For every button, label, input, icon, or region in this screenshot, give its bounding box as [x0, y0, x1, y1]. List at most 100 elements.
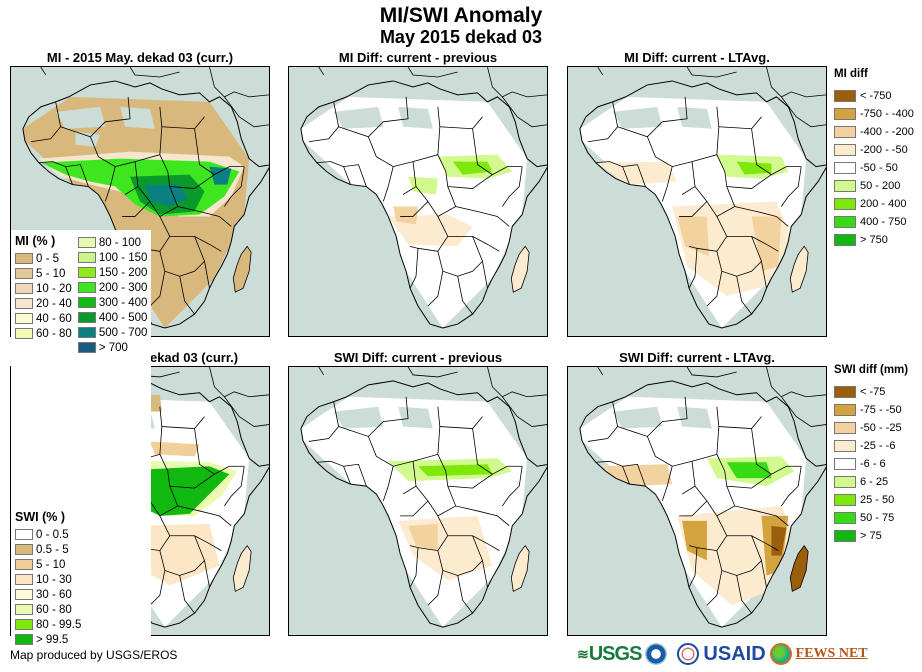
legend-label: 50 - 200 [860, 180, 901, 192]
country-border [487, 67, 547, 98]
data-region [408, 523, 438, 551]
country-border [726, 186, 789, 227]
legend-label: 25 - 50 [860, 494, 895, 506]
legend-swatch [15, 529, 33, 540]
legend-item: -6 - 6 [834, 455, 908, 473]
map-panel-mi-current [10, 66, 270, 337]
country-border [502, 96, 547, 128]
country-border [338, 96, 409, 138]
legend-item: > 750 [834, 231, 914, 249]
legend-swatch [15, 268, 33, 279]
madagascar [789, 544, 809, 592]
country-border [169, 186, 232, 227]
country-border [409, 248, 419, 289]
coastline [579, 380, 826, 628]
data-region [595, 464, 673, 487]
legend-title: SWI diff (mm) [834, 364, 909, 376]
legend-swatch [15, 283, 33, 294]
legend-swatch [77, 252, 96, 263]
country-border [781, 96, 826, 128]
legend-label: 100 - 150 [98, 251, 148, 264]
legend-label: 10 - 30 [36, 573, 72, 586]
data-region [771, 525, 787, 556]
country-border [179, 575, 195, 614]
legend-item: < -750 [834, 87, 914, 105]
country-border [194, 535, 210, 588]
legend-swatch [834, 512, 856, 524]
country-border [617, 96, 688, 138]
country-border [316, 161, 351, 185]
country-border [597, 367, 604, 376]
legend-swatch [15, 298, 33, 309]
map-panel-mi-diff-prev [288, 66, 548, 337]
country-border [686, 367, 737, 378]
usgs-logo: ≋ USGS [577, 642, 642, 665]
legend-item: 30 - 60 [15, 587, 81, 602]
data-region [22, 96, 250, 329]
country-border [343, 164, 367, 187]
legend-swatch [15, 253, 33, 264]
country-border [382, 466, 394, 502]
country-border [415, 485, 456, 517]
country-border [427, 570, 444, 606]
madagascar [789, 245, 809, 293]
country-border [447, 186, 510, 227]
country-border [736, 575, 752, 614]
legend-item: 300 - 400 [77, 295, 147, 310]
noaa-logo [645, 643, 668, 665]
legend-swatch [834, 180, 856, 192]
legend-swatch [834, 234, 856, 246]
legend-swatch [15, 619, 33, 630]
legend-swatch [77, 282, 96, 293]
legend-item: 6 - 25 [834, 473, 908, 491]
country-border [224, 96, 269, 128]
legend-swatch [77, 267, 96, 278]
country-border [308, 101, 340, 143]
data-region [726, 462, 772, 479]
legend-swatch [834, 386, 856, 398]
panel-title-swi-diff-ltavg: SWI Diff: current - LTAvg. [619, 350, 775, 365]
subtitle: May 2015 dekad 03 [379, 27, 543, 47]
country-border [617, 396, 688, 437]
country-border [661, 166, 673, 202]
data-region [751, 216, 782, 272]
country-border [447, 485, 510, 527]
legend-swatch [834, 422, 856, 434]
country-border [706, 271, 723, 307]
legend-label: -50 - 50 [860, 162, 898, 174]
legend-item: 0 - 5 [15, 251, 72, 266]
country-border [726, 235, 779, 252]
map-credit: Map produced by USGS/EROS [10, 648, 178, 662]
country-border [487, 367, 547, 398]
legend-label: > 99.5 [36, 633, 69, 646]
country-border [647, 406, 720, 467]
data-region [209, 166, 232, 185]
country-border [137, 186, 178, 217]
data-region [677, 106, 712, 129]
legend-swatch [77, 237, 96, 248]
data-region [333, 406, 384, 429]
legend-swatch [15, 574, 33, 585]
legend-label: 400 - 500 [98, 311, 148, 324]
country-border [751, 128, 802, 176]
legend-swi-current: SWI (% ) 0 - 0.5 0.5 - 5 5 - 10 10 - 30 30 -… [11, 506, 86, 672]
country-border [447, 535, 500, 551]
legend-swatch [834, 216, 856, 228]
legend-label: < -750 [860, 90, 892, 102]
madagascar [510, 245, 530, 293]
country-border [224, 466, 245, 507]
country-border [179, 276, 195, 315]
data-region [333, 106, 384, 129]
country-border [781, 166, 802, 207]
coastline [300, 80, 547, 329]
country-border [400, 500, 429, 517]
data-region [612, 406, 663, 429]
panel-title-mi-current: MI - 2015 May. dekad 03 (curr.) [46, 50, 234, 65]
country-border [343, 463, 367, 487]
legend-item: 50 - 75 [834, 509, 908, 527]
legend-swi-diff: SWI diff (mm) < -75 -75 - -50 -50 - -25 -25… [834, 364, 908, 545]
legend-item: 10 - 30 [15, 572, 81, 587]
legend-item: -50 - 50 [834, 159, 914, 177]
legend-swatch [834, 162, 856, 174]
legend-item: > 700 [77, 340, 148, 355]
